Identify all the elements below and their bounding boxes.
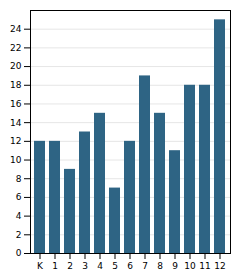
svg-text:7: 7: [142, 261, 148, 271]
svg-text:6: 6: [127, 261, 133, 271]
svg-text:6: 6: [16, 192, 22, 202]
svg-text:16: 16: [10, 99, 22, 109]
svg-text:10: 10: [184, 261, 196, 271]
svg-text:8: 8: [157, 261, 163, 271]
svg-text:14: 14: [10, 118, 22, 128]
svg-text:22: 22: [10, 43, 21, 53]
svg-text:9: 9: [172, 261, 178, 271]
svg-text:8: 8: [16, 174, 22, 184]
svg-text:5: 5: [112, 261, 118, 271]
svg-text:12: 12: [10, 136, 21, 146]
svg-text:0: 0: [16, 248, 22, 258]
svg-text:4: 4: [16, 211, 22, 221]
svg-text:K: K: [37, 261, 44, 271]
svg-text:18: 18: [10, 80, 22, 90]
svg-text:11: 11: [199, 261, 210, 271]
svg-text:10: 10: [10, 155, 22, 165]
svg-text:12: 12: [214, 261, 225, 271]
svg-text:24: 24: [10, 24, 22, 34]
svg-text:1: 1: [52, 261, 58, 271]
svg-text:4: 4: [97, 261, 103, 271]
svg-text:3: 3: [82, 261, 88, 271]
svg-text:2: 2: [16, 230, 22, 240]
svg-text:20: 20: [10, 61, 22, 71]
svg-text:2: 2: [67, 261, 73, 271]
